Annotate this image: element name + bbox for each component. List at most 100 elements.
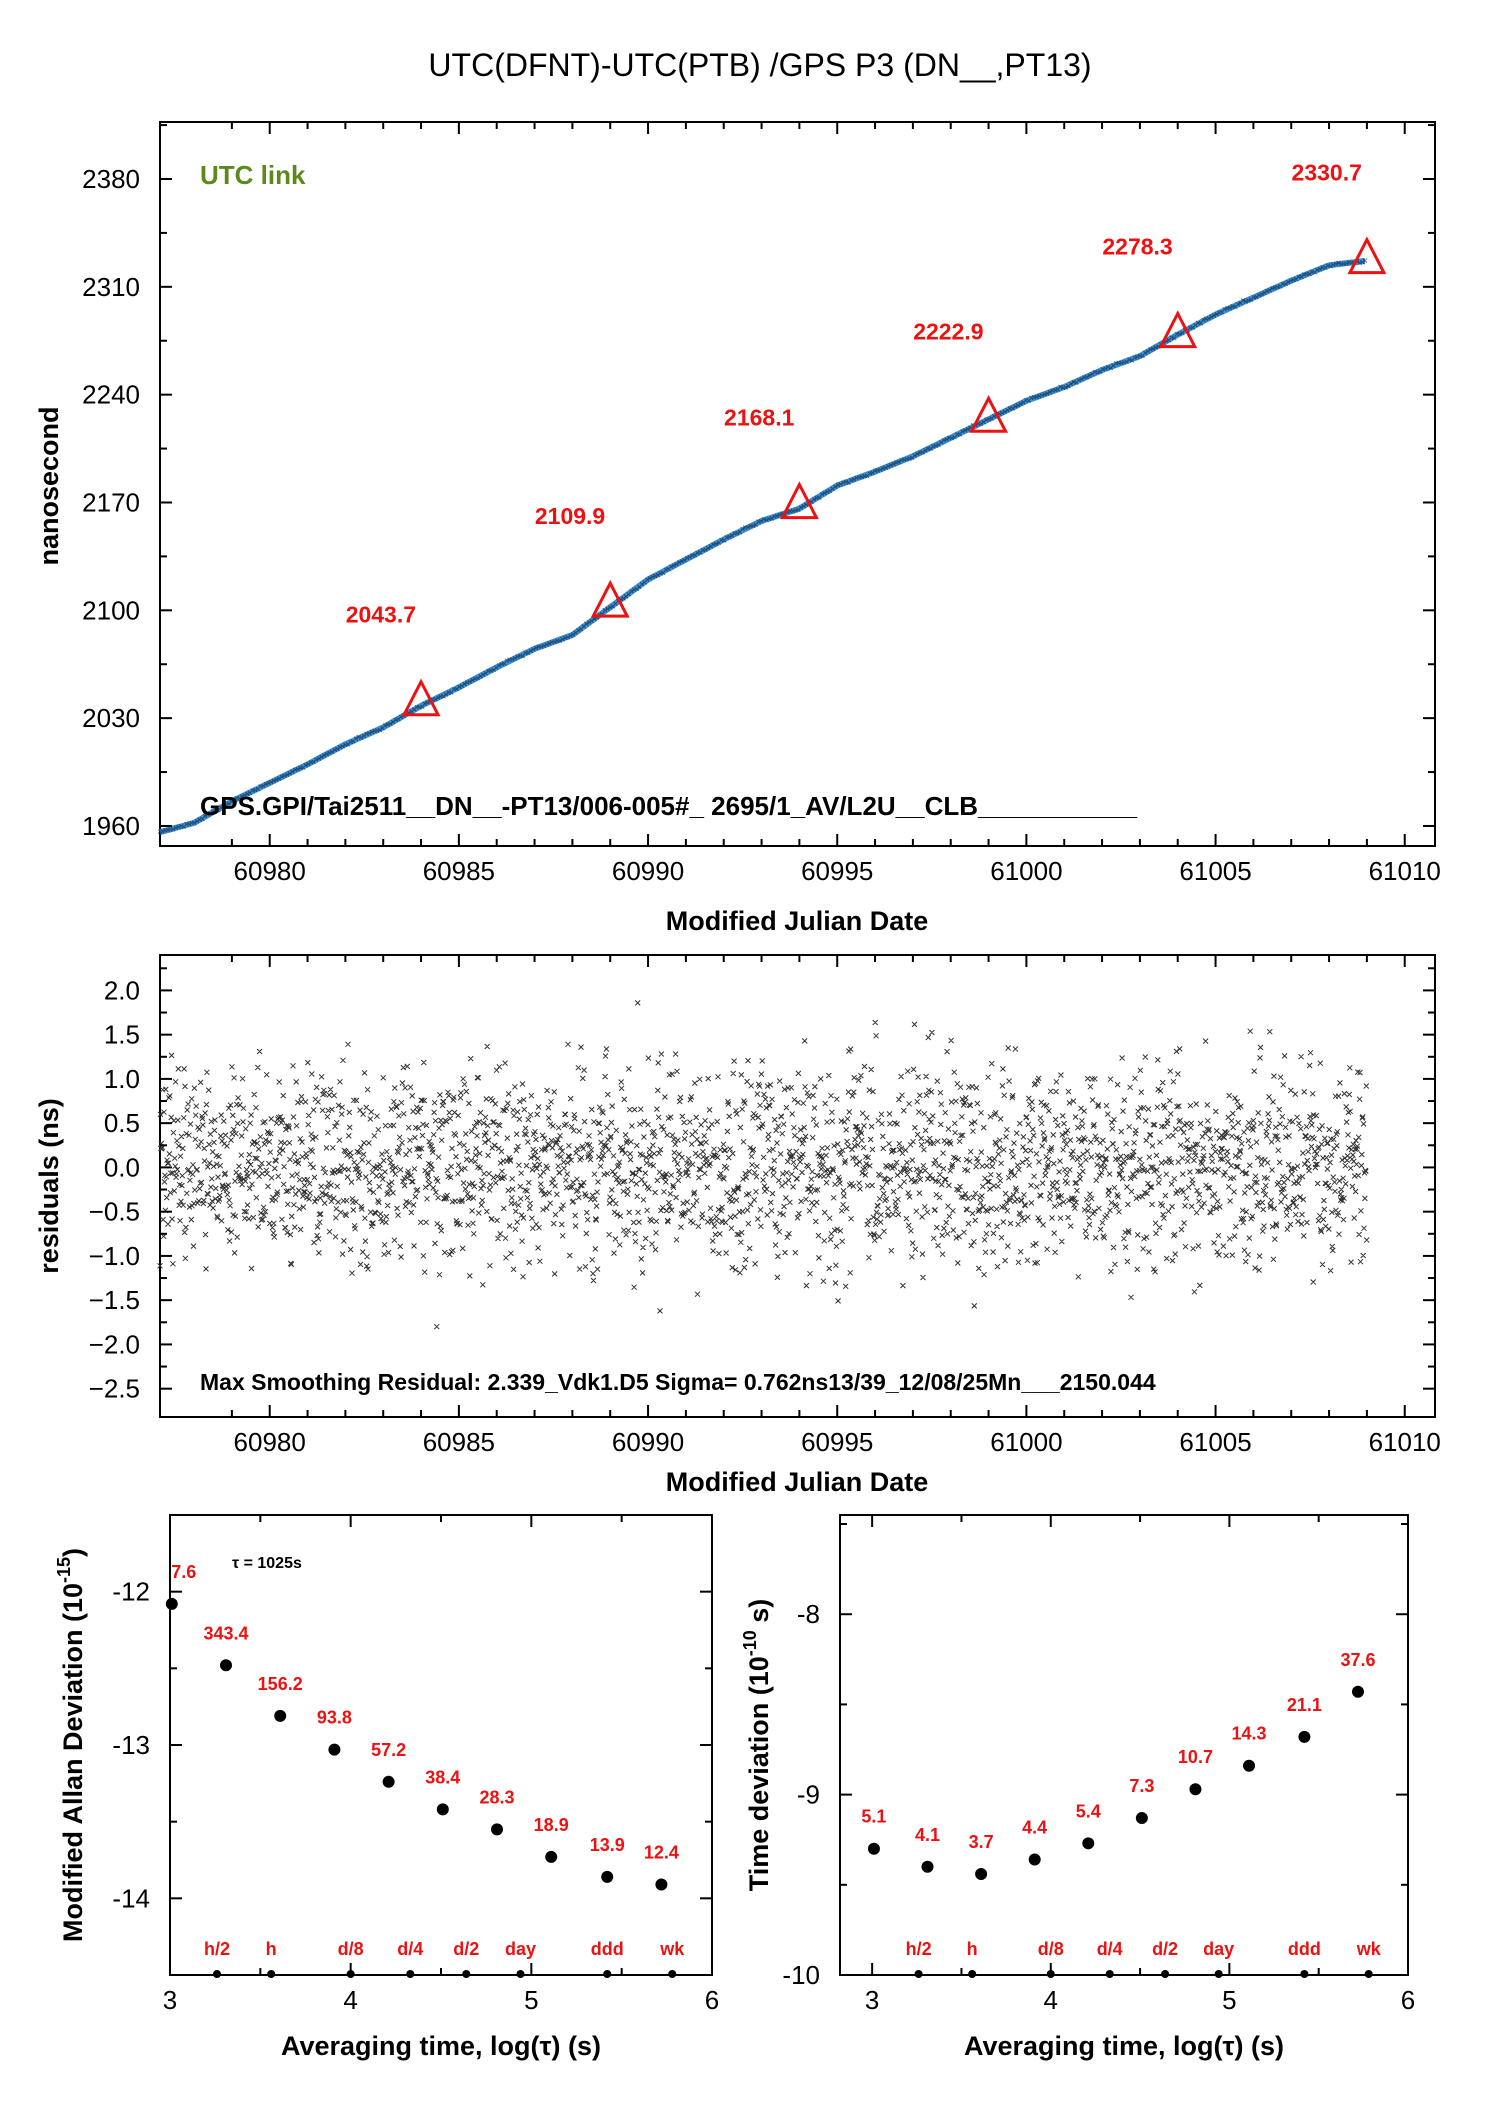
time-offset-ticks: 60980 60985 60990 60995 61000 61005 61010 1960 2… bbox=[82, 122, 1441, 886]
deviation-point bbox=[1351, 1685, 1364, 1698]
y-tick-label: 0.5 bbox=[104, 1108, 140, 1138]
interval-marker bbox=[1300, 1970, 1309, 1978]
interval-label: wk bbox=[1356, 1939, 1382, 1959]
interval-marker bbox=[1364, 1970, 1373, 1978]
interval-marker bbox=[267, 1970, 276, 1978]
y-tick-label: 2310 bbox=[82, 272, 140, 302]
y-tick-label: −2.0 bbox=[89, 1329, 140, 1359]
deviation-value-label: 4.4 bbox=[1022, 1818, 1047, 1838]
tdev-frame bbox=[839, 1514, 1409, 1976]
x-tick-label: 61010 bbox=[1369, 856, 1441, 886]
deviation-value-label: 156.2 bbox=[258, 1674, 303, 1694]
triangle-marker bbox=[590, 579, 630, 618]
y-axis-label-tdev: Time deviation (10-10 s) bbox=[740, 1599, 774, 1892]
marker-value-label: 2278.3 bbox=[1102, 234, 1172, 260]
x-tick-label: 5 bbox=[1222, 1985, 1236, 2015]
deviation-value-label: 13.9 bbox=[590, 1835, 625, 1855]
y-tick-label: 2380 bbox=[82, 164, 140, 194]
x-tick-label: 60980 bbox=[234, 856, 306, 886]
x-tick-label: 61000 bbox=[990, 856, 1062, 886]
x-tick-label: 60990 bbox=[612, 1427, 684, 1457]
marker-value-label: 2330.7 bbox=[1292, 160, 1362, 186]
x-tick-label: 3 bbox=[865, 1985, 879, 2015]
deviation-point bbox=[328, 1743, 341, 1756]
utc-link-label: UTC link bbox=[200, 160, 306, 190]
y-tick-label: 2170 bbox=[82, 487, 140, 517]
interval-marker bbox=[406, 1970, 415, 1978]
y-tick-label: 0.0 bbox=[104, 1152, 140, 1182]
deviation-point bbox=[1189, 1783, 1202, 1796]
x-tick-label: 3 bbox=[163, 1985, 177, 2015]
deviation-point bbox=[601, 1870, 614, 1883]
interval-label: day bbox=[1203, 1939, 1234, 1959]
x-tick-label: 5 bbox=[524, 1985, 538, 2015]
y-tick-label: 2100 bbox=[82, 595, 140, 625]
residuals-frame bbox=[159, 954, 1436, 1418]
interval-marker bbox=[914, 1970, 923, 1978]
interval-label: d/8 bbox=[338, 1939, 364, 1959]
y-tick-label: −2.5 bbox=[89, 1374, 140, 1404]
deviation-point bbox=[921, 1860, 934, 1873]
y-tick-label: 2.0 bbox=[104, 975, 140, 1005]
interval-label: ddd bbox=[1288, 1939, 1321, 1959]
deviation-value-label: 18.9 bbox=[534, 1815, 569, 1835]
triangle-marker bbox=[1158, 310, 1198, 349]
offset-data-points bbox=[157, 258, 1368, 834]
deviation-point bbox=[1028, 1853, 1041, 1866]
deviation-value-label: 3.7 bbox=[969, 1832, 994, 1852]
interval-label: day bbox=[505, 1939, 536, 1959]
deviation-value-label: 37.6 bbox=[1340, 1650, 1375, 1670]
interval-marker bbox=[516, 1970, 525, 1978]
deviation-value-label: 12.4 bbox=[644, 1843, 679, 1863]
deviation-value-label: 10.7 bbox=[1178, 1747, 1213, 1767]
y-tick-label: -8 bbox=[797, 1599, 820, 1629]
y-axis-label-allan: Modified Allan Deviation (10-15) bbox=[54, 1548, 88, 1942]
deviation-value-label: 28.3 bbox=[479, 1787, 514, 1807]
interval-label: d/4 bbox=[1097, 1939, 1123, 1959]
deviation-point bbox=[382, 1775, 395, 1788]
deviation-value-label: 5.1 bbox=[861, 1807, 886, 1827]
deviation-value-label: 5.4 bbox=[1076, 1801, 1101, 1821]
deviation-point bbox=[1082, 1837, 1095, 1850]
deviation-point bbox=[491, 1823, 504, 1836]
tdev-ticks: 3 4 5 6 -10 -9 -8 bbox=[782, 1515, 1415, 2015]
x-tick-label: 61010 bbox=[1369, 1427, 1441, 1457]
deviation-value-label: 4.1 bbox=[915, 1825, 940, 1845]
deviation-value-label: 57.2 bbox=[371, 1740, 406, 1760]
x-axis-label-allan: Averaging time, log(τ) (s) bbox=[281, 2031, 601, 2061]
interval-label: d/2 bbox=[453, 1939, 479, 1959]
x-tick-label: 6 bbox=[705, 1985, 719, 2015]
interval-marker bbox=[1105, 1970, 1114, 1978]
interval-marker bbox=[603, 1970, 612, 1978]
interval-marker bbox=[968, 1970, 977, 1978]
residuals-ticks: 60980 60985 60990 60995 61000 61005 61010 −2.5 −… bbox=[89, 955, 1441, 1457]
interval-marker bbox=[1214, 1970, 1223, 1978]
interval-marker bbox=[462, 1970, 471, 1978]
y-tick-label: −1.0 bbox=[89, 1241, 140, 1271]
x-tick-label: 61005 bbox=[1179, 856, 1251, 886]
y-tick-label: -9 bbox=[797, 1780, 820, 1810]
chart-title: UTC(DFNT)-UTC(PTB) /GPS P3 (DN__,PT13) bbox=[428, 47, 1091, 83]
deviation-point bbox=[1135, 1812, 1148, 1825]
y-axis-label-top: nanosecond bbox=[34, 406, 64, 565]
deviation-point bbox=[436, 1803, 449, 1816]
allan-deviation-panel: 7.6 343.4 156.2 93.8 57.2 38.4 28.3 18.9 13.9 12.… bbox=[54, 1514, 719, 2061]
allan-points: 7.6 343.4 156.2 93.8 57.2 38.4 28.3 18.9 13.9 12.… bbox=[165, 1562, 685, 1978]
y-tick-label: 1.0 bbox=[104, 1064, 140, 1094]
interval-marker bbox=[212, 1970, 221, 1978]
y-tick-label: -12 bbox=[112, 1577, 150, 1607]
interval-label: d/2 bbox=[1152, 1939, 1178, 1959]
deviation-value-label: 21.1 bbox=[1287, 1695, 1322, 1715]
x-tick-label: 6 bbox=[1401, 1985, 1415, 2015]
y-tick-label: -13 bbox=[112, 1730, 150, 1760]
x-tick-label: 61005 bbox=[1179, 1427, 1251, 1457]
deviation-point bbox=[220, 1659, 233, 1672]
y-tick-label: -14 bbox=[112, 1883, 150, 1913]
x-tick-label: 60995 bbox=[801, 1427, 873, 1457]
y-tick-label: 1.5 bbox=[104, 1020, 140, 1050]
x-axis-label-tdev: Averaging time, log(τ) (s) bbox=[964, 2031, 1284, 2061]
deviation-value-label: 38.4 bbox=[425, 1767, 460, 1787]
triangle-marker bbox=[779, 481, 819, 520]
deviation-value-label: 14.3 bbox=[1232, 1724, 1267, 1744]
